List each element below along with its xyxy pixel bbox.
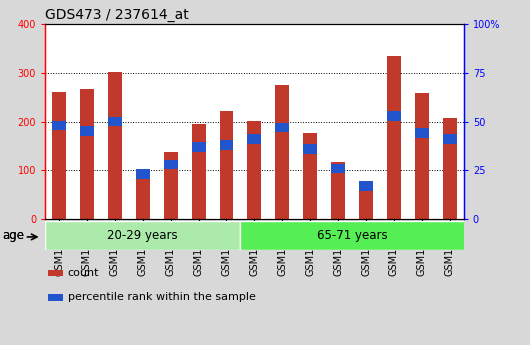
Bar xyxy=(48,270,63,276)
Bar xyxy=(164,152,178,219)
Bar xyxy=(219,111,233,219)
Bar xyxy=(331,161,345,219)
Bar xyxy=(108,72,122,219)
Bar xyxy=(359,183,373,219)
Bar xyxy=(303,133,317,219)
Bar xyxy=(48,294,63,300)
Bar xyxy=(191,124,206,219)
Bar xyxy=(108,117,122,127)
Bar xyxy=(191,142,206,152)
Text: 65-71 years: 65-71 years xyxy=(317,229,387,242)
Text: count: count xyxy=(68,268,99,278)
Text: age: age xyxy=(3,229,25,242)
Text: GDS473 / 237614_at: GDS473 / 237614_at xyxy=(45,8,189,22)
Bar xyxy=(164,160,178,169)
Bar xyxy=(241,221,478,250)
Bar xyxy=(45,221,241,250)
Bar xyxy=(136,169,149,179)
Bar xyxy=(80,89,94,219)
Bar xyxy=(276,85,289,219)
Bar xyxy=(415,128,429,138)
Bar xyxy=(359,181,373,191)
Bar xyxy=(443,134,457,144)
Bar xyxy=(303,144,317,154)
Bar xyxy=(387,56,401,219)
Bar xyxy=(415,93,429,219)
Bar xyxy=(80,127,94,136)
Text: age: age xyxy=(3,229,25,242)
Bar xyxy=(136,176,149,219)
Bar xyxy=(248,121,261,219)
Bar xyxy=(387,111,401,121)
Bar xyxy=(52,92,66,219)
Bar xyxy=(219,140,233,150)
Text: percentile rank within the sample: percentile rank within the sample xyxy=(68,292,255,302)
Text: 20-29 years: 20-29 years xyxy=(108,229,178,242)
Bar xyxy=(443,118,457,219)
Bar xyxy=(331,164,345,173)
Bar xyxy=(52,121,66,130)
Bar xyxy=(276,122,289,132)
Bar xyxy=(248,134,261,144)
